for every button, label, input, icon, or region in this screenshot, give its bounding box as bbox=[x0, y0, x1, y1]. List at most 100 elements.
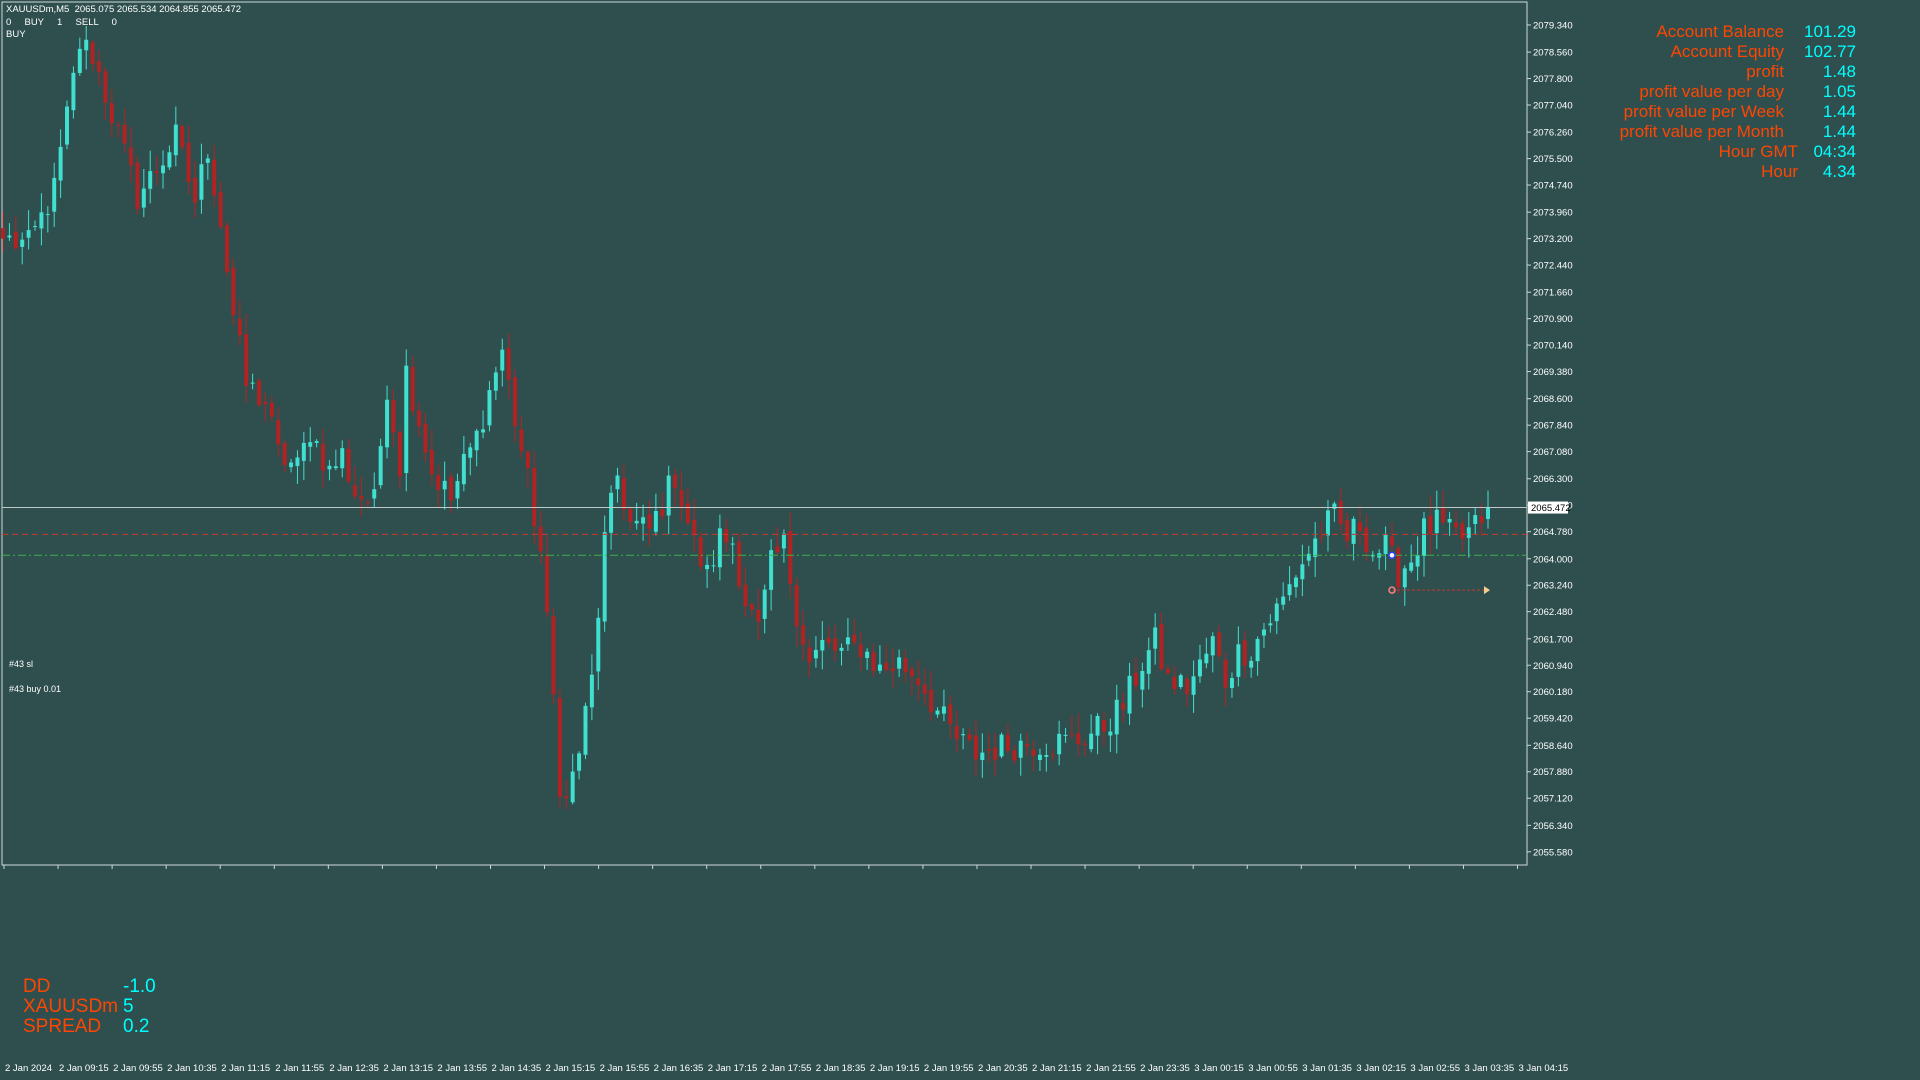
bull-candle-body[interactable] bbox=[1191, 676, 1196, 695]
bear-candle-body[interactable] bbox=[263, 401, 268, 405]
bull-candle-body[interactable] bbox=[1466, 527, 1471, 538]
bull-candle-body[interactable] bbox=[641, 517, 646, 524]
bear-candle-body[interactable] bbox=[135, 162, 140, 210]
bull-candle-body[interactable] bbox=[372, 489, 377, 499]
bear-candle-body[interactable] bbox=[794, 585, 799, 627]
bear-candle-body[interactable] bbox=[13, 231, 18, 249]
bull-candle-body[interactable] bbox=[1178, 675, 1183, 687]
bear-candle-body[interactable] bbox=[871, 652, 876, 671]
bear-candle-body[interactable] bbox=[1217, 632, 1222, 656]
bull-candle-body[interactable] bbox=[71, 72, 76, 111]
bull-candle-body[interactable] bbox=[1063, 734, 1068, 736]
bear-candle-body[interactable] bbox=[564, 796, 569, 798]
bear-candle-body[interactable] bbox=[1069, 734, 1074, 736]
bear-candle-body[interactable] bbox=[244, 334, 249, 386]
bear-candle-body[interactable] bbox=[1319, 535, 1324, 537]
bear-candle-body[interactable] bbox=[1185, 678, 1190, 695]
bull-candle-body[interactable] bbox=[897, 657, 902, 669]
bear-candle-body[interactable] bbox=[1101, 720, 1106, 732]
bear-candle-body[interactable] bbox=[788, 531, 793, 584]
bear-candle-body[interactable] bbox=[122, 124, 127, 144]
bull-candle-body[interactable] bbox=[141, 188, 146, 208]
bull-candle-body[interactable] bbox=[1370, 554, 1375, 557]
bull-candle-body[interactable] bbox=[1236, 644, 1241, 677]
bear-candle-body[interactable] bbox=[525, 451, 530, 468]
bull-candle-body[interactable] bbox=[1351, 518, 1356, 544]
bear-candle-body[interactable] bbox=[193, 177, 198, 203]
bull-candle-body[interactable] bbox=[173, 124, 178, 156]
bull-candle-body[interactable] bbox=[762, 589, 767, 619]
bull-candle-body[interactable] bbox=[84, 39, 89, 51]
bear-candle-body[interactable] bbox=[1460, 523, 1465, 539]
bull-candle-body[interactable] bbox=[1293, 577, 1298, 588]
bear-candle-body[interactable] bbox=[237, 318, 242, 336]
bull-candle-body[interactable] bbox=[500, 349, 505, 371]
bear-candle-body[interactable] bbox=[1364, 527, 1369, 553]
bear-candle-body[interactable] bbox=[986, 749, 991, 751]
bear-candle-body[interactable] bbox=[724, 529, 729, 543]
bear-candle-body[interactable] bbox=[231, 267, 236, 316]
bear-candle-body[interactable] bbox=[973, 735, 978, 760]
bear-candle-body[interactable] bbox=[909, 669, 914, 677]
bull-candle-body[interactable] bbox=[877, 664, 882, 671]
bull-candle-body[interactable] bbox=[845, 637, 850, 645]
bear-candle-body[interactable] bbox=[1050, 754, 1055, 756]
buy-entry-marker[interactable] bbox=[1388, 551, 1396, 560]
bear-candle-body[interactable] bbox=[103, 71, 108, 103]
bull-candle-body[interactable] bbox=[461, 453, 466, 485]
bear-candle-body[interactable] bbox=[353, 485, 358, 497]
bull-candle-body[interactable] bbox=[634, 520, 639, 524]
bull-candle-body[interactable] bbox=[77, 48, 82, 73]
bear-candle-body[interactable] bbox=[212, 159, 217, 196]
bull-candle-body[interactable] bbox=[148, 171, 153, 189]
bear-candle-body[interactable] bbox=[410, 366, 415, 411]
bull-candle-body[interactable] bbox=[493, 372, 498, 391]
bull-candle-body[interactable] bbox=[705, 564, 710, 570]
bear-candle-body[interactable] bbox=[1338, 500, 1343, 524]
bull-candle-body[interactable] bbox=[1306, 553, 1311, 561]
bear-candle-body[interactable] bbox=[423, 423, 428, 453]
bear-candle-body[interactable] bbox=[679, 490, 684, 507]
bull-candle-body[interactable] bbox=[602, 532, 607, 622]
bull-candle-body[interactable] bbox=[455, 481, 460, 499]
bull-candle-body[interactable] bbox=[385, 399, 390, 448]
bull-candle-body[interactable] bbox=[813, 649, 818, 659]
price-arrow-marker[interactable] bbox=[1484, 586, 1490, 595]
bull-candle-body[interactable] bbox=[570, 771, 575, 803]
bull-candle-body[interactable] bbox=[199, 164, 204, 200]
bear-candle-body[interactable] bbox=[756, 609, 761, 622]
bear-candle-body[interactable] bbox=[154, 171, 159, 174]
bull-candle-body[interactable] bbox=[378, 446, 383, 486]
bear-candle-body[interactable] bbox=[833, 638, 838, 651]
bull-candle-body[interactable] bbox=[666, 475, 671, 516]
bear-candle-body[interactable] bbox=[1396, 548, 1401, 588]
bear-candle-body[interactable] bbox=[1345, 520, 1350, 541]
bear-candle-body[interactable] bbox=[647, 514, 652, 529]
bear-candle-body[interactable] bbox=[97, 61, 101, 72]
bull-candle-body[interactable] bbox=[333, 466, 338, 469]
bear-candle-body[interactable] bbox=[826, 637, 831, 643]
bear-candle-body[interactable] bbox=[417, 410, 422, 427]
bull-candle-body[interactable] bbox=[65, 106, 69, 145]
bear-candle-body[interactable] bbox=[929, 689, 934, 713]
bear-candle-body[interactable] bbox=[506, 348, 511, 380]
bear-candle-body[interactable] bbox=[180, 126, 185, 147]
bear-candle-body[interactable] bbox=[1428, 516, 1433, 534]
bear-candle-body[interactable] bbox=[903, 658, 908, 673]
bull-candle-body[interactable] bbox=[935, 710, 940, 715]
bull-candle-body[interactable] bbox=[1447, 519, 1452, 523]
bull-candle-body[interactable] bbox=[596, 617, 601, 672]
bear-candle-body[interactable] bbox=[116, 124, 121, 126]
bull-candle-body[interactable] bbox=[327, 465, 332, 470]
bull-candle-body[interactable] bbox=[609, 492, 614, 533]
bull-candle-body[interactable] bbox=[481, 429, 486, 433]
bear-candle-body[interactable] bbox=[660, 509, 665, 517]
bear-candle-body[interactable] bbox=[948, 704, 953, 725]
bull-candle-body[interactable] bbox=[839, 647, 844, 651]
bull-candle-body[interactable] bbox=[1057, 733, 1062, 755]
bull-candle-body[interactable] bbox=[33, 226, 37, 228]
bear-candle-body[interactable] bbox=[890, 668, 895, 672]
bull-candle-body[interactable] bbox=[314, 441, 319, 443]
bull-candle-body[interactable] bbox=[1018, 740, 1023, 758]
